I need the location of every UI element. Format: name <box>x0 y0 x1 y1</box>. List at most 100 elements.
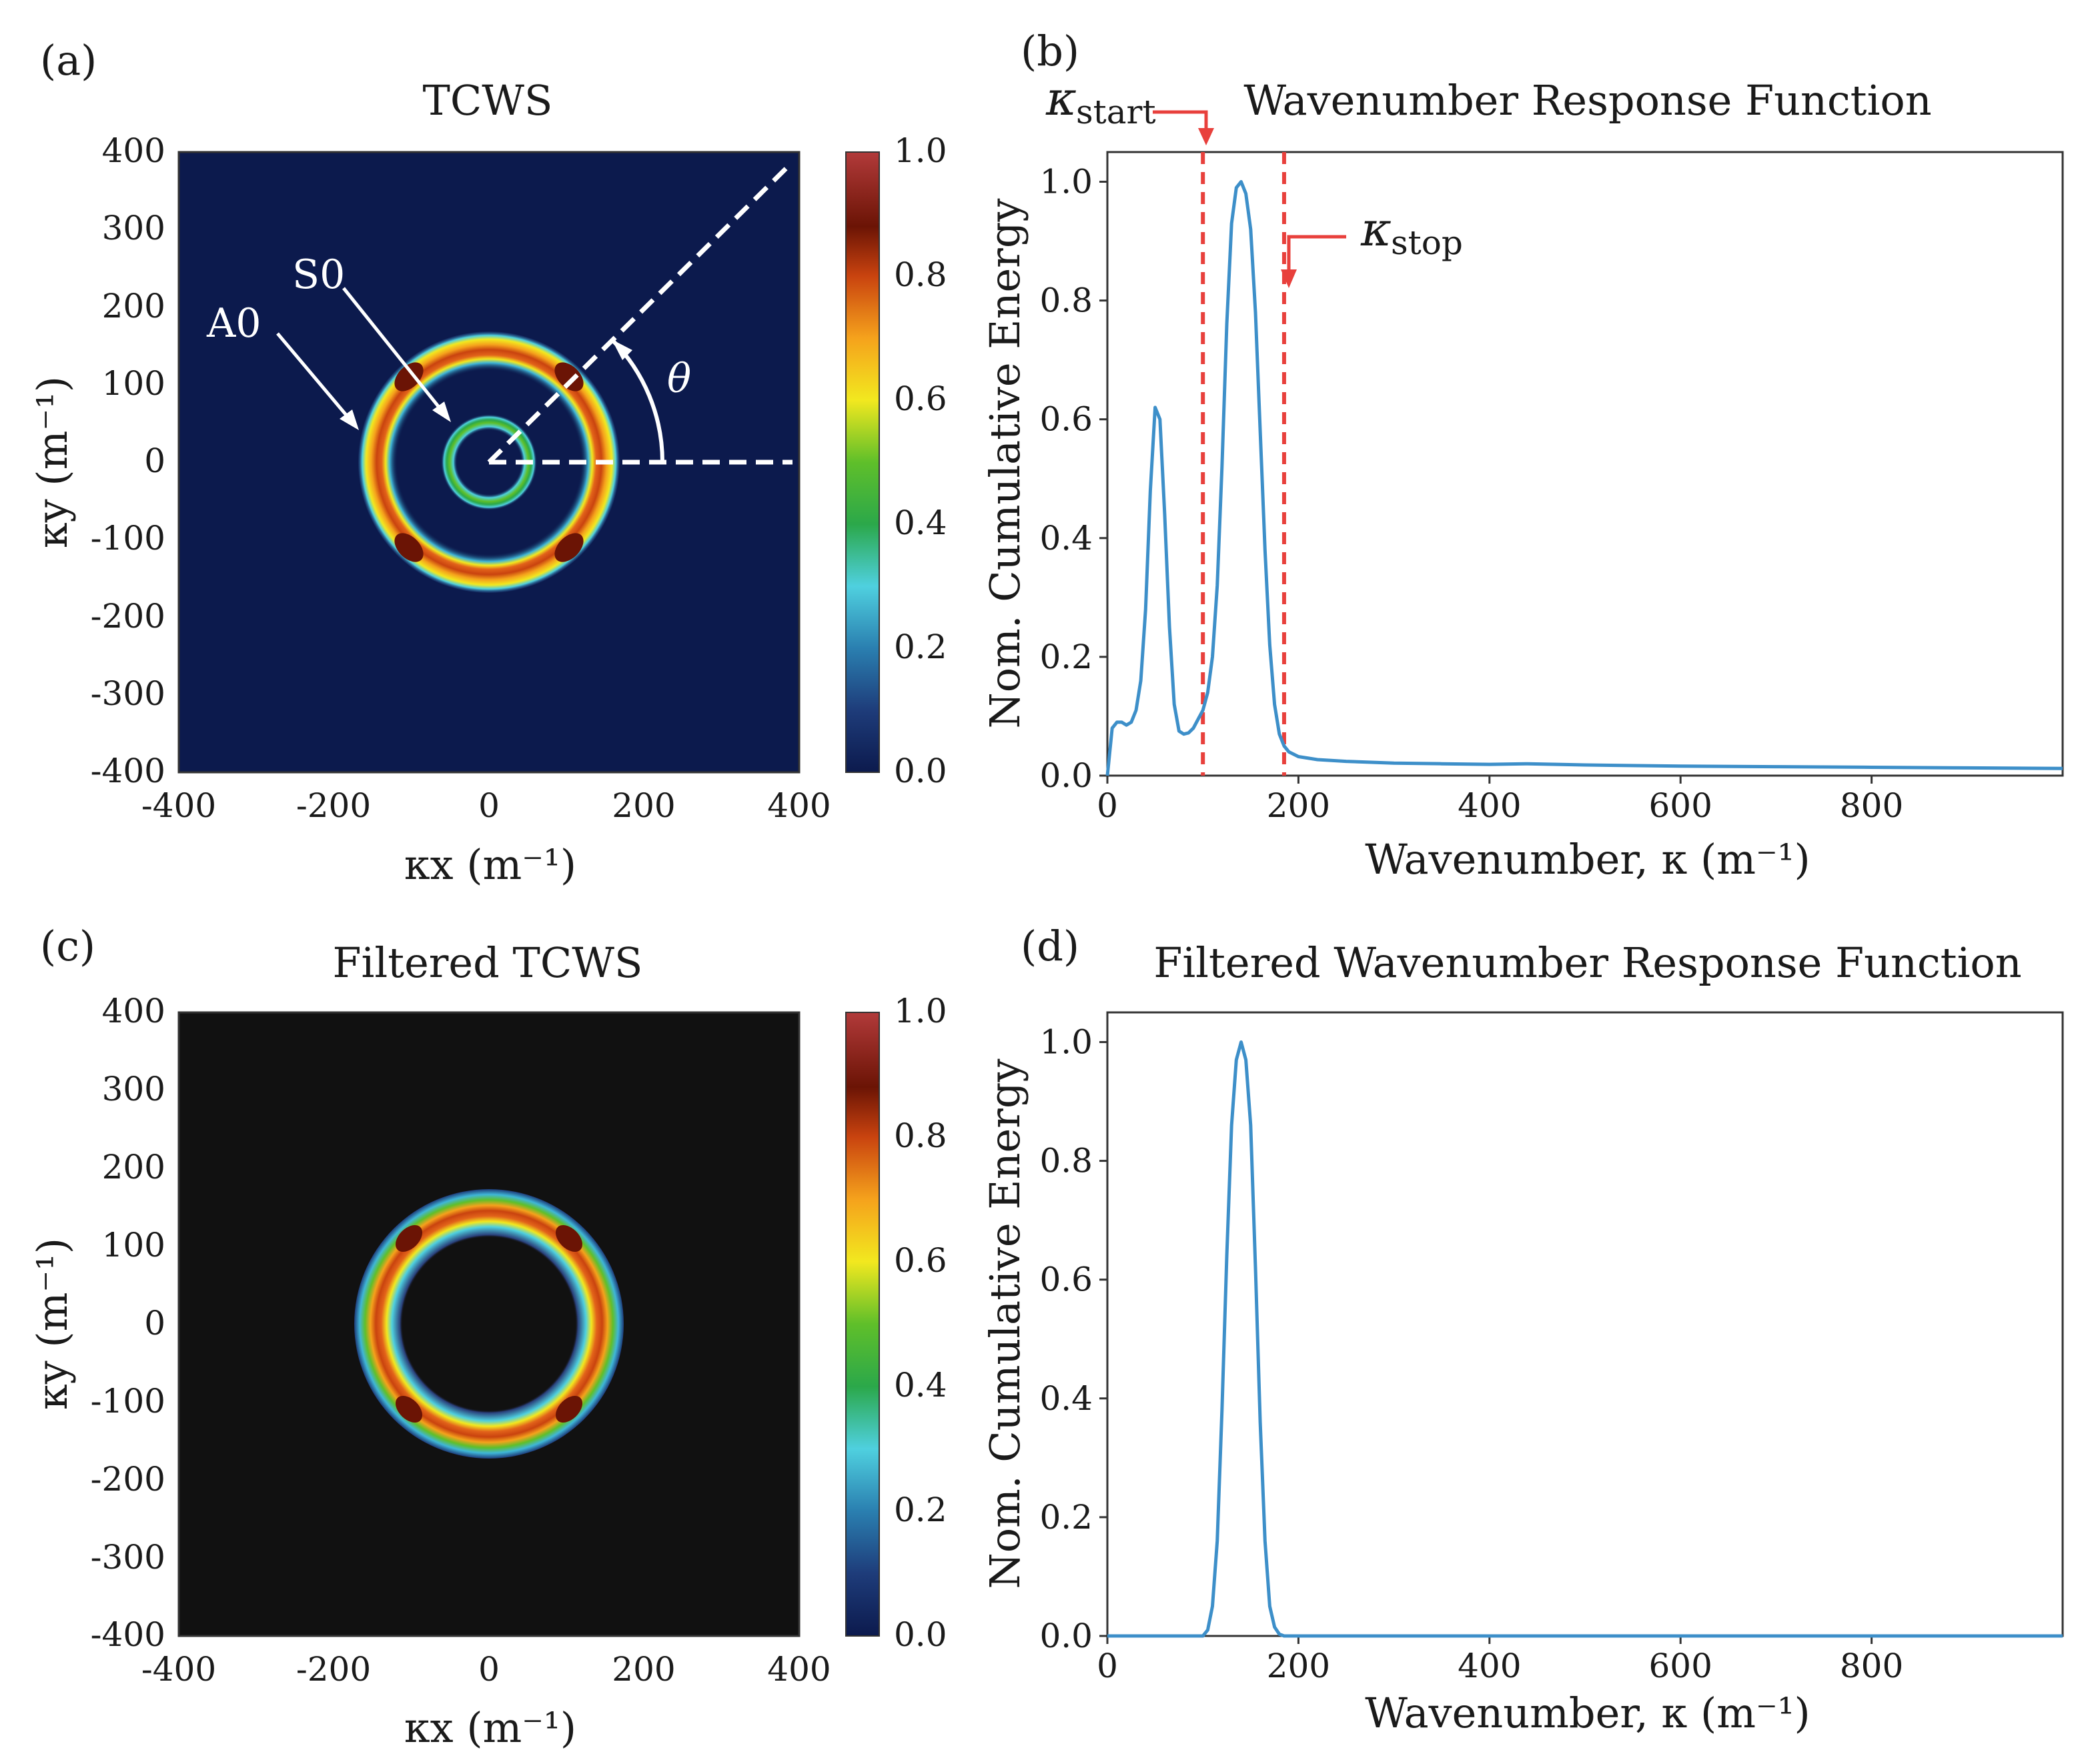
s0-arrow <box>342 287 447 417</box>
plot-area-d <box>1106 1011 2064 1637</box>
ytick-label: 0.4 <box>1039 1379 1093 1418</box>
ytick-label: 100 <box>102 1226 165 1264</box>
hotspot <box>554 533 584 562</box>
kappa-start-annotation: κ start <box>1045 71 1214 145</box>
kappa-start-symbol: κ <box>1045 71 1077 126</box>
hotspot <box>555 1224 583 1252</box>
ytick-label: -400 <box>91 1615 165 1654</box>
ytick-label: 0.2 <box>1039 638 1093 676</box>
xtick-label: 400 <box>1458 1647 1521 1685</box>
ylabel-b: Nom. Cumulative Energy <box>981 198 1029 728</box>
a0-arrow <box>276 332 354 423</box>
title-a: TCWS <box>423 76 553 125</box>
xticks-a: -400 -200 0 200 400 <box>141 786 831 825</box>
theta-label: θ <box>667 355 691 402</box>
colorbar-tick: 0.8 <box>894 255 947 294</box>
xtick-label: -400 <box>141 1650 216 1689</box>
a0-label: A0 <box>206 300 262 347</box>
ytick-label: 400 <box>102 992 165 1030</box>
colorbar-tick: 0.4 <box>894 504 947 542</box>
xtick-label: 200 <box>612 786 675 825</box>
series-line <box>1107 1040 2063 1638</box>
colorbar-tick: 1.0 <box>894 992 947 1030</box>
colorbar-gradient-a <box>845 151 880 773</box>
ytick-label: -400 <box>91 752 165 790</box>
plot-frame-a <box>177 151 801 774</box>
xtick-label: 600 <box>1648 1647 1712 1685</box>
kappa-stop-annotation: κ stop <box>1281 202 1463 288</box>
s0-arrowhead <box>432 401 451 422</box>
ytick-label: 0.8 <box>1039 281 1093 320</box>
panel-letter-c: (c) <box>40 922 95 970</box>
xlabel-a: κx (m⁻¹) <box>404 840 576 889</box>
xticks-c: -400 -200 0 200 400 <box>141 1650 831 1689</box>
ytick-label: 300 <box>102 1070 165 1108</box>
hotspot <box>395 1395 423 1423</box>
xtick-label: -200 <box>296 786 371 825</box>
xtick-label: 800 <box>1840 786 1903 825</box>
ylabel-d: Nom. Cumulative Energy <box>981 1058 1029 1589</box>
kappa-stop-subscript: stop <box>1391 223 1463 262</box>
xtick-label: 400 <box>767 786 831 825</box>
xtick-label: 600 <box>1648 786 1712 825</box>
colorbar-c: 1.0 0.8 0.6 0.4 0.2 0.0 <box>845 992 947 1654</box>
colorbar-gradient-c <box>845 1012 880 1637</box>
xlabel-d: Wavenumber, κ (m⁻¹) <box>1365 1689 1810 1737</box>
colorbar-tick: 0.4 <box>894 1366 947 1405</box>
ytick-label: -100 <box>91 519 165 558</box>
xtick-label: 200 <box>1267 1647 1330 1685</box>
xtick-label: 400 <box>767 1650 831 1689</box>
xtick-label: 0 <box>478 1650 500 1689</box>
ytick-label: 0.2 <box>1039 1498 1093 1537</box>
ytick-label: 0.4 <box>1039 519 1093 558</box>
ylabel-c: κy (m⁻¹) <box>28 1238 77 1410</box>
ytick-label: -300 <box>91 674 165 713</box>
ylabel-a: κy (m⁻¹) <box>28 376 77 548</box>
xtick-label: 0 <box>1097 786 1118 825</box>
plot-content-b: 0 200 400 600 800 0.0 0.2 0.4 0.6 0.8 1.0 <box>1039 152 2063 825</box>
colorbar-tick: 0.6 <box>894 1241 947 1280</box>
hotspot <box>394 533 424 562</box>
colorbar-tick: 1.0 <box>894 131 947 170</box>
series-line <box>1105 180 2063 776</box>
ytick-label: 0.6 <box>1039 1260 1093 1299</box>
kappa-start-arrow <box>1153 110 1208 132</box>
a0-arrowhead <box>340 409 359 430</box>
xtick-label: 200 <box>1267 786 1330 825</box>
kappa-start-subscript: start <box>1076 93 1156 131</box>
xtick-label: 0 <box>478 786 500 825</box>
plot-content-d: 0 200 400 600 800 0.0 0.2 0.4 0.6 0.8 1.0 <box>1039 1023 2063 1685</box>
ytick-label: 200 <box>102 287 165 325</box>
title-c: Filtered TCWS <box>333 938 643 987</box>
xtick-label: 800 <box>1840 1647 1903 1685</box>
kappa-stop-arrow <box>1287 235 1346 273</box>
theta-arrowhead <box>612 339 632 360</box>
xtick-label: -200 <box>296 1650 371 1689</box>
title-d: Filtered Wavenumber Response Function <box>1153 938 2021 987</box>
hotspot <box>394 362 424 391</box>
ytick-label: 200 <box>102 1148 165 1186</box>
panel-letter-b: (b) <box>1021 27 1079 75</box>
ytick-label: 100 <box>102 364 165 403</box>
xlabel-b: Wavenumber, κ (m⁻¹) <box>1365 835 1810 884</box>
ytick-label: 0 <box>144 442 165 480</box>
yticks-a: 400 300 200 100 0 -100 -200 -300 -400 <box>91 131 165 790</box>
ytick-label: 0 <box>144 1304 165 1343</box>
ytick-label: 1.0 <box>1039 163 1093 201</box>
panel-letter-d: (d) <box>1021 922 1079 970</box>
ytick-label: -300 <box>91 1538 165 1577</box>
hotspot <box>395 1224 423 1252</box>
heatmap-a: θ S0 A0 <box>177 151 801 774</box>
ytick-label: 0.0 <box>1039 756 1093 795</box>
ytick-label: 1.0 <box>1039 1023 1093 1062</box>
kappa-stop-symbol: κ <box>1360 202 1392 257</box>
panel-letter-a: (a) <box>40 36 97 85</box>
xtick-label: 200 <box>612 1650 675 1689</box>
ytick-label: -200 <box>91 597 165 636</box>
xtick-label: 0 <box>1097 1647 1118 1685</box>
ytick-label: 0.0 <box>1039 1617 1093 1655</box>
hotspot <box>555 1395 583 1423</box>
title-b: Wavenumber Response Function <box>1243 76 1931 125</box>
colorbar-tick: 0.0 <box>894 752 947 790</box>
